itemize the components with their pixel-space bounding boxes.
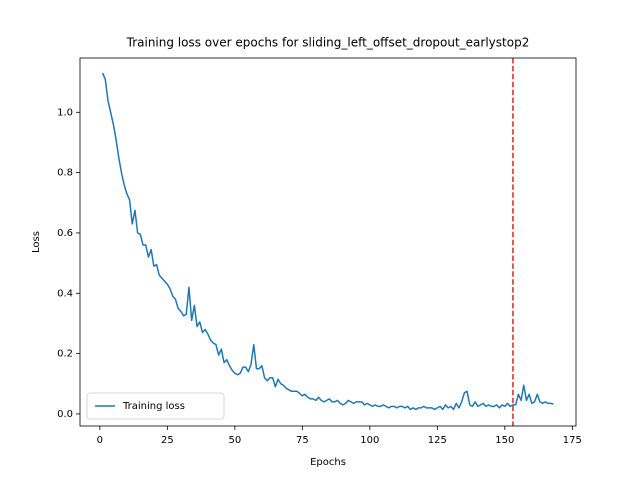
x-tick-label: 125 [428, 435, 447, 446]
y-tick-label: 0.4 [57, 288, 73, 299]
x-tick-label: 175 [563, 435, 582, 446]
y-tick-label: 0.6 [57, 228, 73, 239]
legend-label: Training loss [122, 401, 185, 412]
y-tick-label: 0.8 [57, 168, 73, 179]
x-tick-label: 50 [228, 435, 241, 446]
y-tick-label: 0.0 [57, 409, 73, 420]
x-tick-label: 100 [360, 435, 379, 446]
axes-frame [79, 57, 577, 427]
y-axis-label: Loss [31, 231, 42, 253]
x-tick-label: 75 [296, 435, 309, 446]
y-tick-label: 0.2 [57, 349, 73, 360]
legend-box [86, 392, 225, 420]
x-tick-label: 150 [495, 435, 514, 446]
x-axis-label: Epochs [310, 457, 346, 468]
x-tick-label: 25 [161, 435, 174, 446]
y-tick-label: 1.0 [57, 107, 73, 118]
line-series [101, 72, 554, 411]
x-tick-label: 0 [97, 435, 103, 446]
chart-title: Training loss over epochs for sliding_le… [126, 36, 530, 50]
